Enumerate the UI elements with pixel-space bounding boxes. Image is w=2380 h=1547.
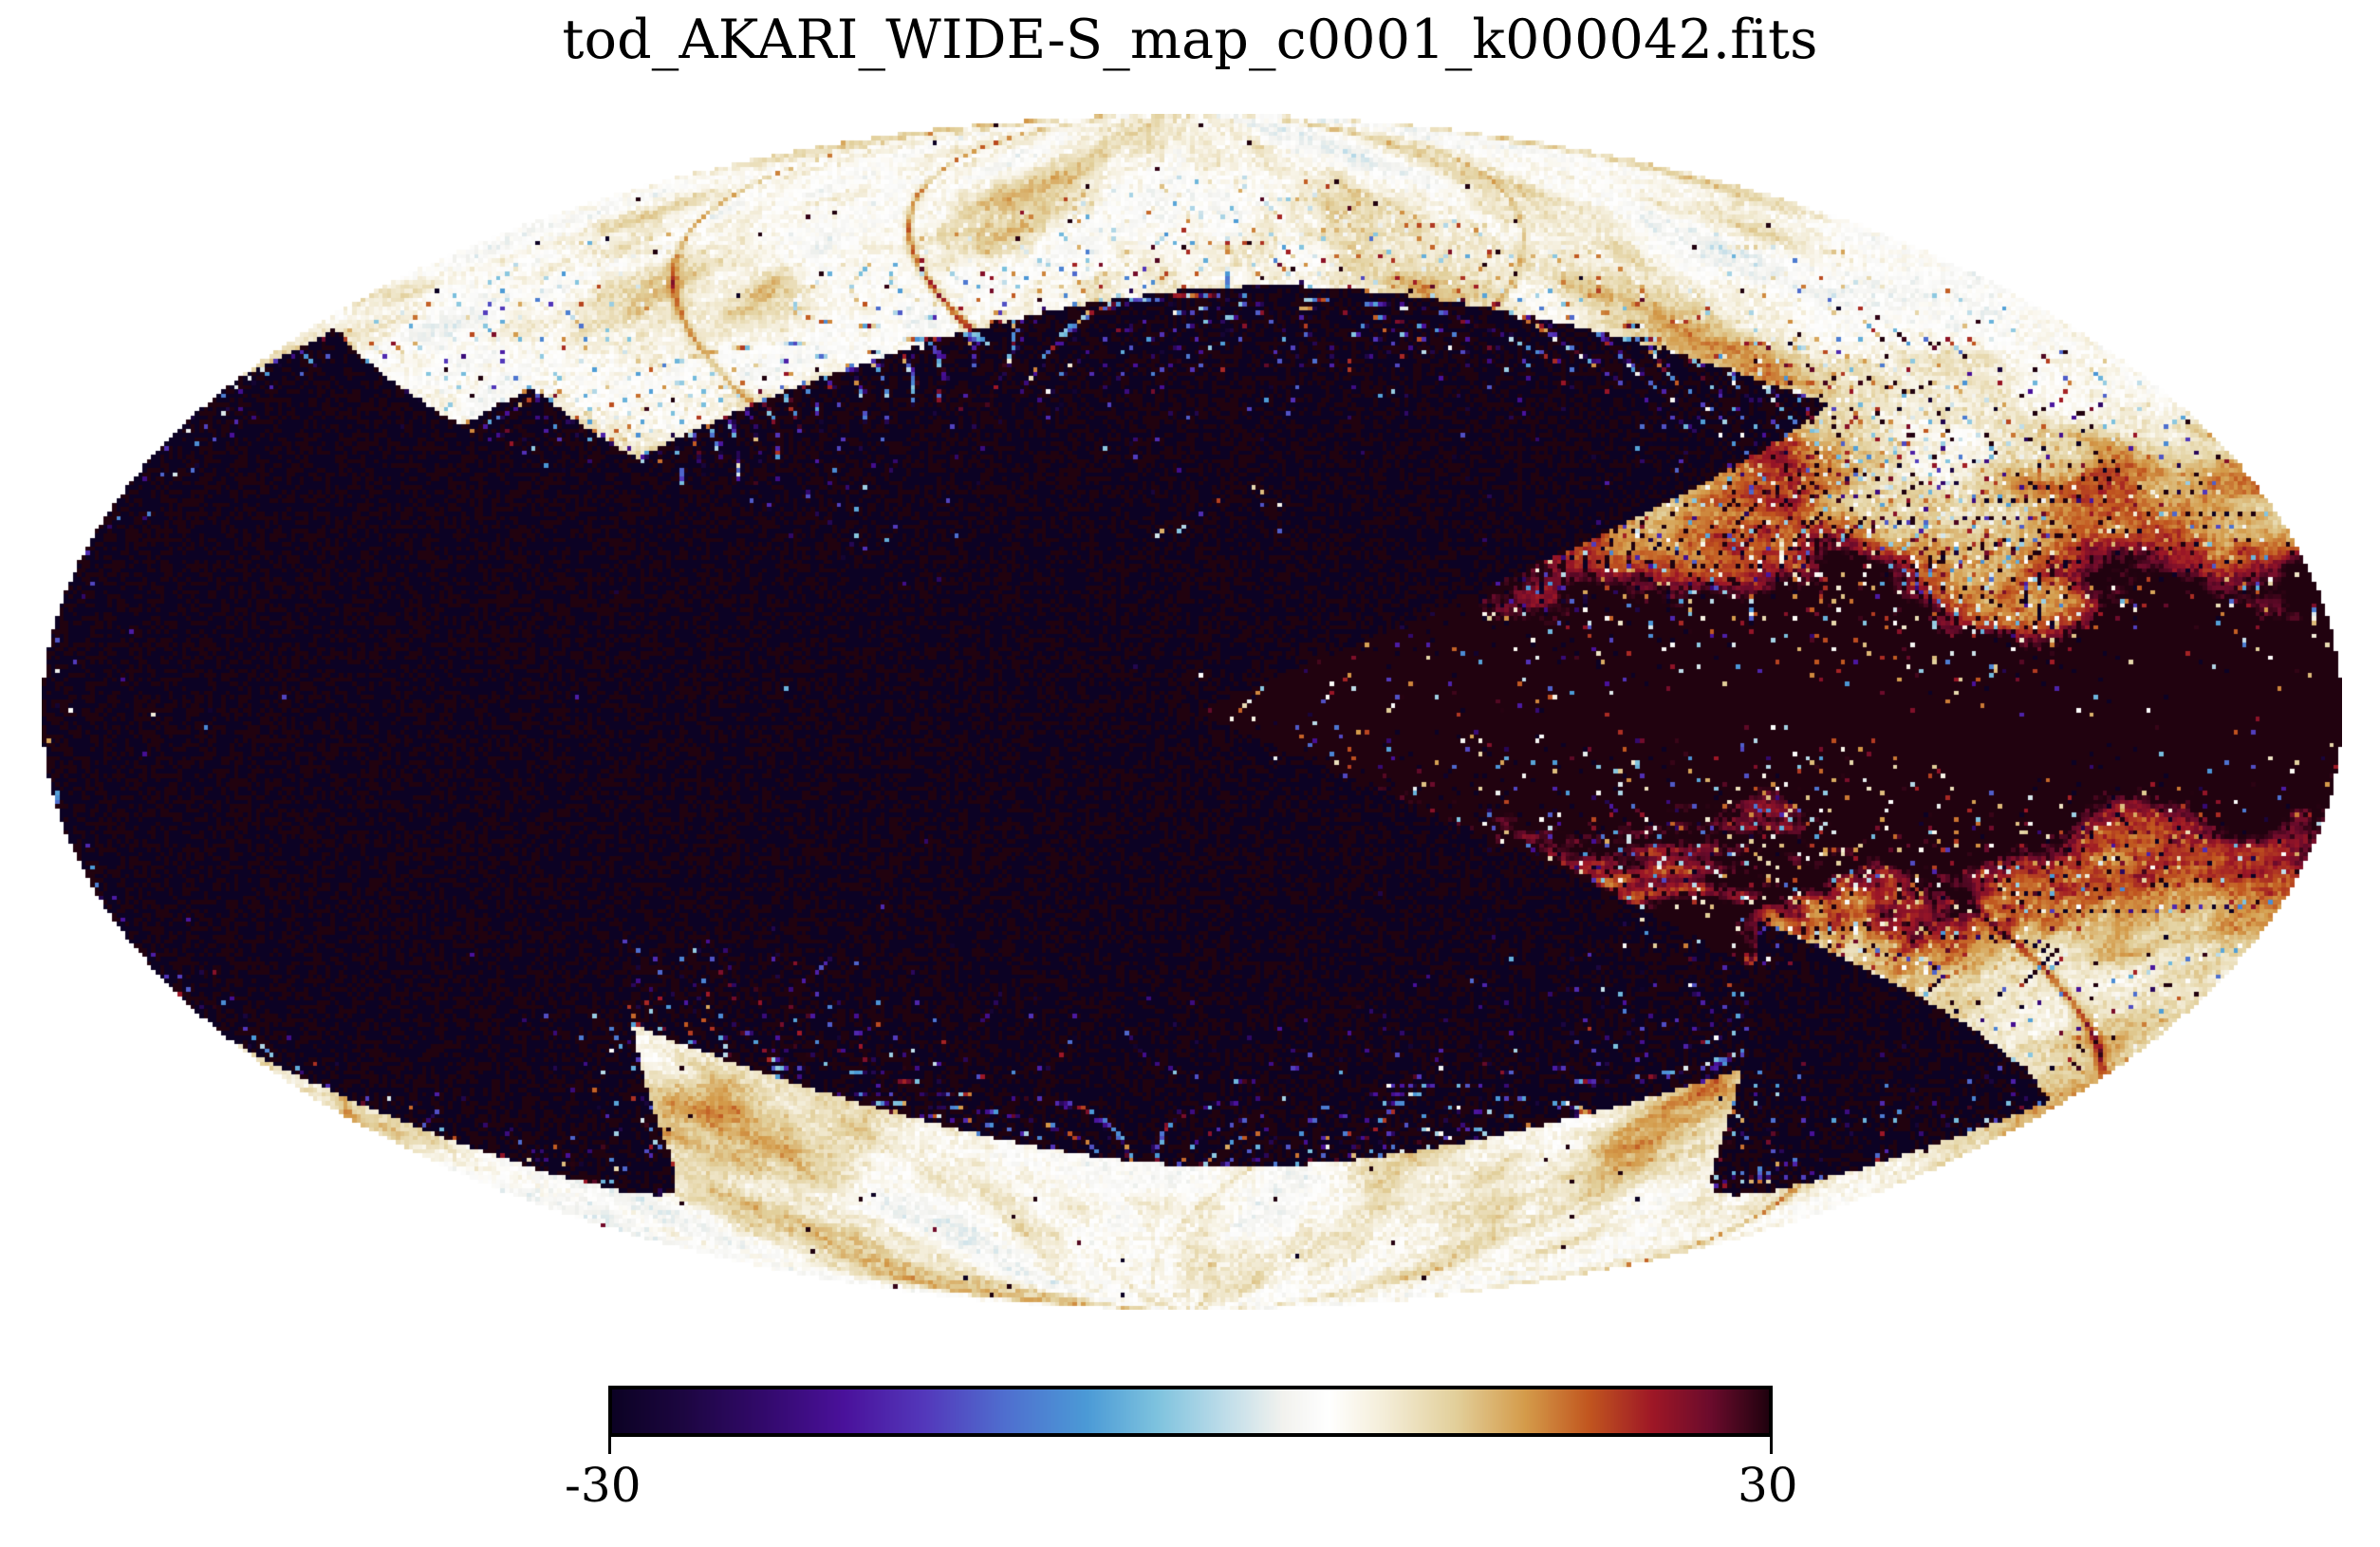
colorbar-frame (608, 1386, 1773, 1437)
colorbar: -30 30 (565, 1386, 1798, 1538)
colorbar-min-label: -30 (565, 1458, 641, 1513)
colorbar-gradient (612, 1389, 1769, 1433)
page-title: tod_AKARI_WIDE-S_map_c0001_k000042.fits (562, 9, 1818, 71)
sky-map (42, 114, 2342, 1310)
colorbar-tick-max (1770, 1437, 1773, 1454)
colorbar-max-label: 30 (1738, 1458, 1798, 1513)
colorbar-tick-min (608, 1437, 611, 1454)
mollweide-sky-canvas (42, 114, 2342, 1310)
